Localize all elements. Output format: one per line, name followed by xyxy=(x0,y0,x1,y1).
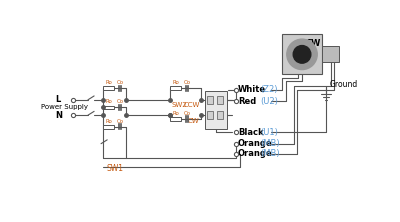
Text: Ro: Ro xyxy=(105,119,112,124)
Text: Ro: Ro xyxy=(105,80,112,85)
Text: Orange: Orange xyxy=(238,139,273,148)
Text: Orange: Orange xyxy=(238,149,273,158)
Text: N: N xyxy=(56,111,63,120)
Text: SW1: SW1 xyxy=(106,164,124,173)
Bar xyxy=(103,106,114,109)
Bar xyxy=(103,86,114,90)
Text: Co: Co xyxy=(117,80,124,85)
Text: SW2: SW2 xyxy=(172,102,188,108)
Text: Co: Co xyxy=(117,99,124,104)
Bar xyxy=(205,91,226,129)
Text: CW: CW xyxy=(305,39,320,48)
Text: Ground: Ground xyxy=(330,80,358,89)
Text: (MB): (MB) xyxy=(260,149,280,158)
Text: CCW: CCW xyxy=(183,102,200,108)
Bar xyxy=(217,111,224,119)
Bar xyxy=(322,46,339,62)
Bar xyxy=(103,125,114,129)
Text: (U1): (U1) xyxy=(260,128,278,137)
Bar xyxy=(282,34,322,74)
Bar xyxy=(170,86,181,90)
Text: White: White xyxy=(238,85,266,94)
Text: CW: CW xyxy=(188,117,200,123)
Text: (Z2): (Z2) xyxy=(260,85,278,94)
Text: Co: Co xyxy=(184,111,191,116)
Bar xyxy=(206,111,213,119)
Text: Ro: Ro xyxy=(172,80,179,85)
Text: Power Supply: Power Supply xyxy=(41,105,88,111)
Text: (U2): (U2) xyxy=(260,97,278,106)
Text: L: L xyxy=(56,95,61,104)
Text: Ro: Ro xyxy=(105,99,112,104)
Circle shape xyxy=(293,46,311,63)
Bar xyxy=(170,117,181,121)
Text: Red: Red xyxy=(238,97,256,106)
Circle shape xyxy=(287,39,317,69)
Text: Co: Co xyxy=(117,119,124,124)
Text: (MB): (MB) xyxy=(260,139,280,148)
Bar xyxy=(217,96,224,104)
Bar xyxy=(206,96,213,104)
Text: Ro: Ro xyxy=(172,111,179,116)
Text: Co: Co xyxy=(184,80,191,85)
Text: Black: Black xyxy=(238,128,264,137)
